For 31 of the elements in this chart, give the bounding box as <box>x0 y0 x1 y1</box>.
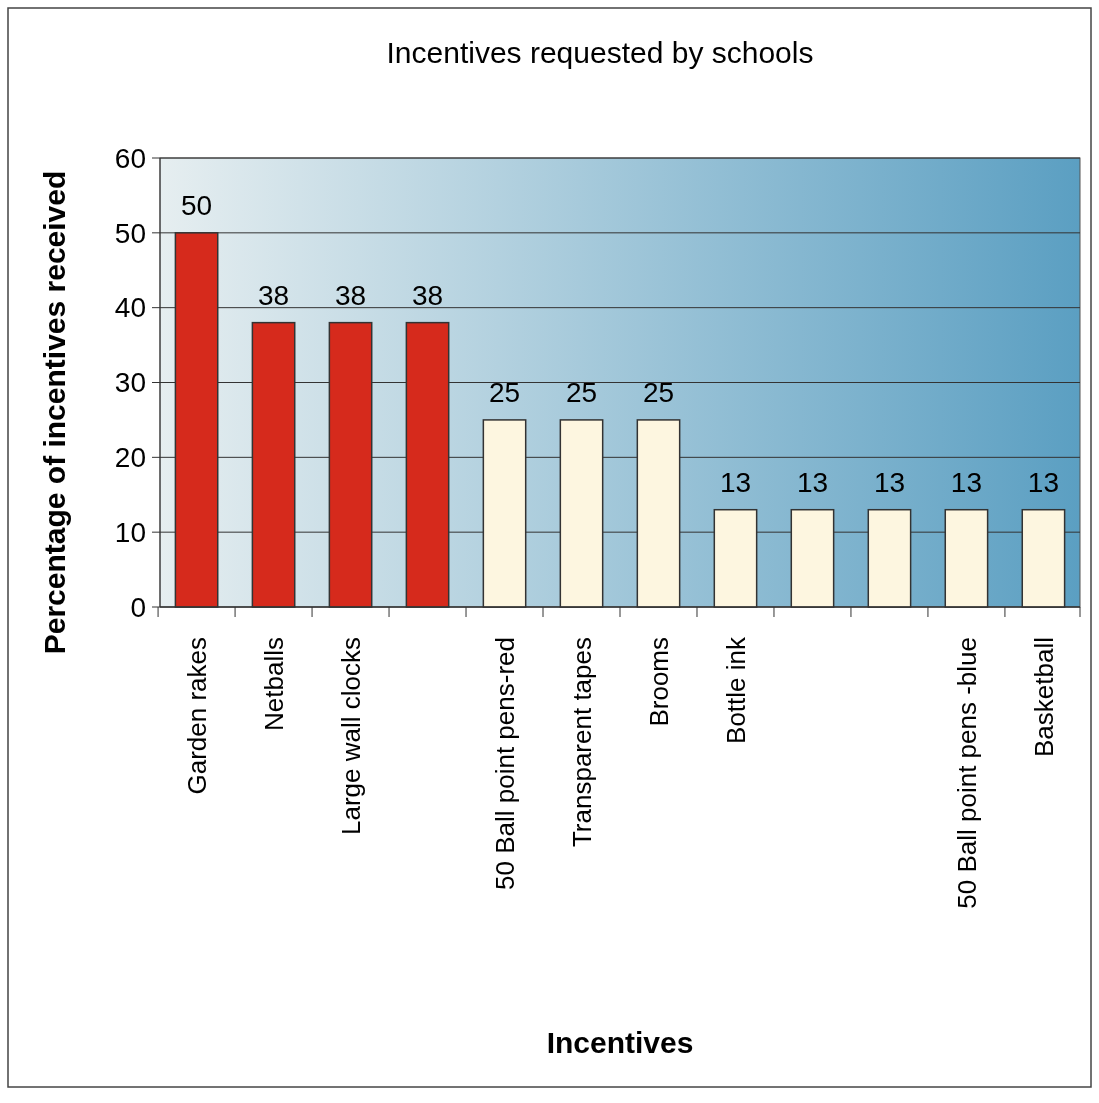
data-label: 38 <box>334 279 367 311</box>
x-tick-label: Transparent tapes <box>566 637 597 848</box>
data-label: 13 <box>796 466 829 498</box>
y-tick-label: 30 <box>114 367 146 399</box>
y-tick-label: 50 <box>114 217 146 249</box>
data-label: 25 <box>488 376 521 408</box>
x-tick-label: 50 Ball point pens-red <box>489 637 520 890</box>
chart-title: Incentives requested by schools <box>386 36 814 69</box>
y-axis-title: Percentage of incentives received <box>38 170 71 655</box>
y-tick-label: 10 <box>114 516 146 548</box>
data-label: 13 <box>719 466 752 498</box>
y-tick-label: 20 <box>114 442 146 474</box>
data-label: 50 <box>180 189 213 221</box>
x-tick-label: 50 Ball point pens -blue <box>951 637 982 909</box>
x-tick-label: Large wall clocks <box>335 637 366 835</box>
y-tick-label: 40 <box>114 292 146 324</box>
data-label: 25 <box>565 376 598 408</box>
y-tick-label: 60 <box>114 142 146 174</box>
x-tick-label: Bottle ink <box>720 636 751 744</box>
data-label: 25 <box>642 376 675 408</box>
y-tick-label: 0 <box>130 591 146 623</box>
x-tick-label: Garden rakes <box>181 637 212 795</box>
data-label: 13 <box>1027 466 1060 498</box>
x-axis-title: Incentives <box>546 1026 694 1059</box>
data-label: 13 <box>950 466 983 498</box>
x-tick-label: Basketball <box>1028 637 1059 757</box>
x-tick-label: Brooms <box>643 637 674 727</box>
data-label: 38 <box>257 279 290 311</box>
x-tick-label: Netballs <box>258 637 289 731</box>
data-label: 38 <box>411 279 444 311</box>
data-label: 13 <box>873 466 906 498</box>
